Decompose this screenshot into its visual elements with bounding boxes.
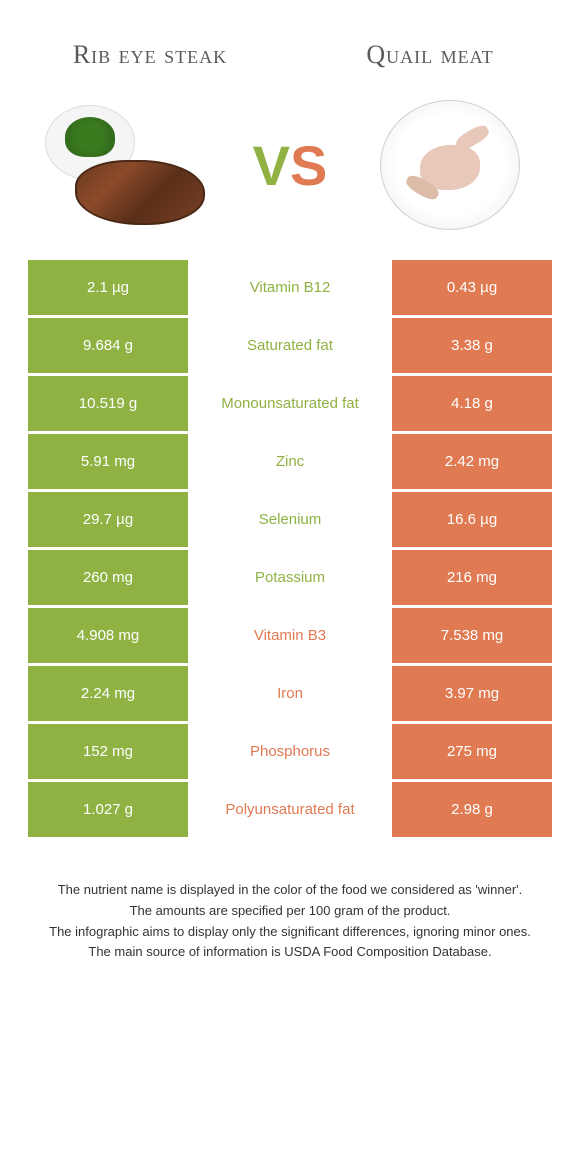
right-value: 7.538 mg: [392, 608, 552, 663]
ribeye-image: [40, 100, 220, 230]
comparison-table: 2.1 µgVitamin B120.43 µg9.684 gSaturated…: [20, 260, 560, 837]
nutrient-label: Monounsaturated fat: [188, 376, 392, 431]
left-value: 9.684 g: [28, 318, 188, 373]
vs-s: S: [290, 134, 327, 197]
right-value: 0.43 µg: [392, 260, 552, 315]
left-value: 260 mg: [28, 550, 188, 605]
table-row: 2.1 µgVitamin B120.43 µg: [28, 260, 552, 315]
footer-line: The amounts are specified per 100 gram o…: [40, 901, 540, 922]
vs-label: VS: [253, 133, 328, 198]
right-value: 16.6 µg: [392, 492, 552, 547]
header: Rib eye steak Quail meat: [20, 20, 560, 100]
left-value: 1.027 g: [28, 782, 188, 837]
footer-notes: The nutrient name is displayed in the co…: [20, 840, 560, 1003]
left-value: 4.908 mg: [28, 608, 188, 663]
right-value: 2.98 g: [392, 782, 552, 837]
left-value: 10.519 g: [28, 376, 188, 431]
table-row: 4.908 mgVitamin B37.538 mg: [28, 608, 552, 663]
right-value: 275 mg: [392, 724, 552, 779]
nutrient-label: Potassium: [188, 550, 392, 605]
nutrient-label: Phosphorus: [188, 724, 392, 779]
table-row: 5.91 mgZinc2.42 mg: [28, 434, 552, 489]
table-row: 29.7 µgSelenium16.6 µg: [28, 492, 552, 547]
images-row: VS: [20, 100, 560, 260]
left-value: 152 mg: [28, 724, 188, 779]
right-value: 3.97 mg: [392, 666, 552, 721]
nutrient-label: Zinc: [188, 434, 392, 489]
nutrient-label: Polyunsaturated fat: [188, 782, 392, 837]
table-row: 152 mgPhosphorus275 mg: [28, 724, 552, 779]
nutrient-label: Vitamin B12: [188, 260, 392, 315]
left-value: 2.1 µg: [28, 260, 188, 315]
right-value: 2.42 mg: [392, 434, 552, 489]
nutrient-label: Saturated fat: [188, 318, 392, 373]
quail-image: [360, 100, 540, 230]
nutrient-label: Iron: [188, 666, 392, 721]
table-row: 9.684 gSaturated fat3.38 g: [28, 318, 552, 373]
footer-line: The nutrient name is displayed in the co…: [40, 880, 540, 901]
title-left: Rib eye steak: [50, 40, 250, 70]
table-row: 260 mgPotassium216 mg: [28, 550, 552, 605]
right-value: 3.38 g: [392, 318, 552, 373]
vs-v: V: [253, 134, 290, 197]
left-value: 5.91 mg: [28, 434, 188, 489]
table-row: 1.027 gPolyunsaturated fat2.98 g: [28, 782, 552, 837]
table-row: 2.24 mgIron3.97 mg: [28, 666, 552, 721]
right-value: 216 mg: [392, 550, 552, 605]
footer-line: The infographic aims to display only the…: [40, 922, 540, 943]
footer-line: The main source of information is USDA F…: [40, 942, 540, 963]
title-right: Quail meat: [330, 40, 530, 70]
nutrient-label: Vitamin B3: [188, 608, 392, 663]
left-value: 2.24 mg: [28, 666, 188, 721]
right-value: 4.18 g: [392, 376, 552, 431]
left-value: 29.7 µg: [28, 492, 188, 547]
table-row: 10.519 gMonounsaturated fat4.18 g: [28, 376, 552, 431]
nutrient-label: Selenium: [188, 492, 392, 547]
